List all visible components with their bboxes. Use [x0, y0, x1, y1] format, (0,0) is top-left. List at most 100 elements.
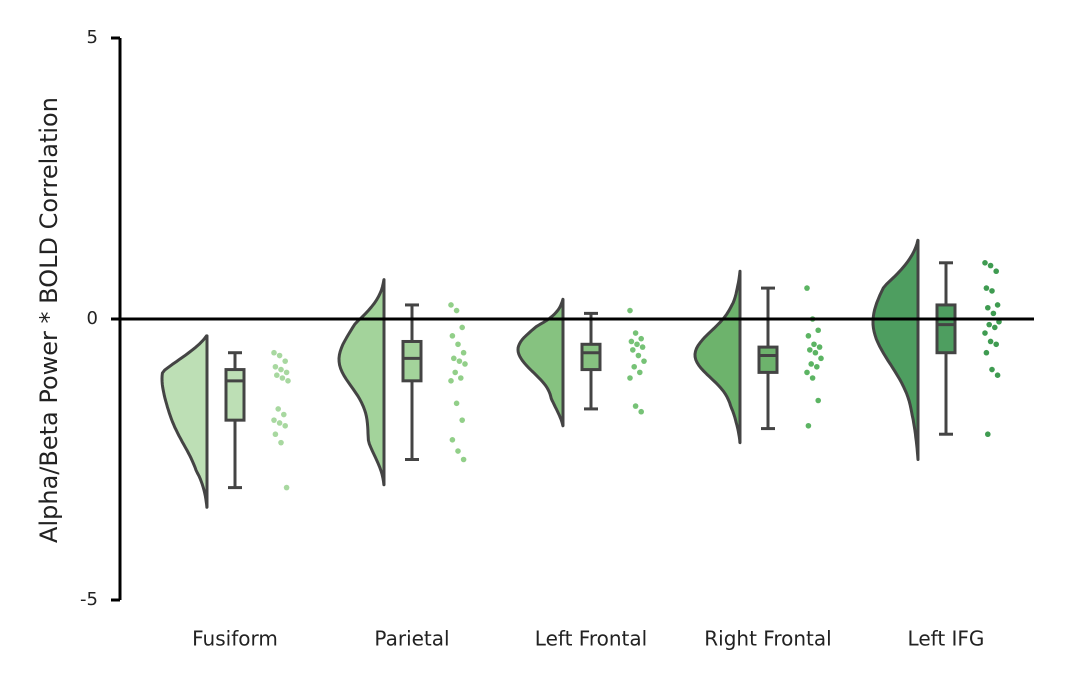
- data-point: [815, 327, 821, 334]
- data-point: [638, 335, 644, 342]
- data-point: [994, 302, 1001, 308]
- data-point: [455, 341, 461, 348]
- data-point: [628, 338, 635, 345]
- data-point: [992, 324, 998, 331]
- data-point: [285, 378, 291, 384]
- violin-layer: [160, 238, 920, 509]
- data-point: [994, 372, 1001, 379]
- data-point: [985, 304, 991, 311]
- data-point: [982, 330, 988, 336]
- data-point: [452, 369, 459, 376]
- category-label: Left IFG: [908, 627, 985, 651]
- data-point: [811, 341, 817, 348]
- data-point: [627, 375, 633, 381]
- data-point: [275, 406, 282, 412]
- data-point: [283, 484, 290, 491]
- data-point: [986, 321, 992, 328]
- data-point: [276, 352, 283, 359]
- data-point: [634, 341, 640, 348]
- data-point: [274, 372, 280, 379]
- data-point: [271, 417, 277, 423]
- data-point: [816, 344, 823, 350]
- data-point: [458, 375, 464, 381]
- data-point: [632, 330, 639, 336]
- violin-1: [337, 278, 386, 487]
- category-label: Right Frontal: [704, 627, 831, 651]
- data-point: [814, 363, 820, 370]
- category-label: Fusiform: [192, 627, 278, 651]
- data-point: [982, 260, 988, 266]
- data-point: [990, 310, 997, 317]
- data-point: [987, 338, 994, 345]
- data-point: [278, 439, 284, 446]
- data-point: [631, 363, 637, 370]
- data-point: [271, 349, 277, 356]
- data-point: [448, 302, 454, 308]
- data-point: [272, 363, 279, 370]
- data-point: [989, 366, 995, 373]
- data-point: [456, 358, 463, 364]
- data-point: [983, 349, 990, 356]
- data-point: [983, 285, 990, 291]
- category-label: Left Frontal: [535, 627, 647, 651]
- data-point: [637, 369, 643, 376]
- data-point: [282, 422, 289, 429]
- box-iqr: [935, 303, 957, 355]
- data-point: [279, 375, 286, 381]
- data-point: [272, 431, 279, 438]
- data-point: [818, 355, 824, 362]
- y-tick-label: 5: [87, 27, 98, 48]
- data-point: [453, 400, 460, 407]
- violin-0: [160, 334, 209, 509]
- axes-layer: 5 0 -5: [80, 27, 1034, 610]
- data-point: [635, 352, 642, 359]
- box-iqr: [401, 339, 423, 383]
- data-point: [276, 420, 283, 426]
- data-point: [641, 358, 647, 364]
- data-point: [630, 347, 636, 353]
- data-point: [815, 397, 821, 404]
- data-point: [989, 288, 995, 294]
- data-point: [993, 268, 999, 275]
- data-point: [987, 262, 994, 269]
- data-point: [639, 344, 646, 350]
- data-point: [460, 349, 467, 356]
- data-point: [807, 347, 813, 353]
- data-point: [459, 417, 466, 423]
- data-point: [449, 333, 456, 339]
- y-tick-label: 0: [87, 308, 98, 329]
- data-point: [453, 307, 460, 314]
- data-point: [462, 361, 468, 367]
- y-tick-label: -5: [80, 589, 98, 610]
- labels-layer: Fusiform Parietal Left Frontal Right Fronta…: [192, 627, 984, 651]
- data-point: [812, 349, 819, 356]
- data-point: [804, 285, 810, 291]
- data-point: [448, 378, 454, 384]
- violin-4: [871, 238, 920, 461]
- points-layer: [271, 260, 1002, 491]
- box-iqr: [224, 368, 246, 422]
- violin-3: [693, 269, 742, 445]
- data-point: [632, 403, 639, 409]
- data-point: [805, 422, 812, 429]
- data-point: [455, 448, 461, 454]
- data-point: [627, 307, 633, 314]
- data-point: [805, 333, 812, 339]
- y-axis-title: Alpha/Beta Power * BOLD Correlation: [35, 97, 63, 543]
- data-point: [282, 358, 289, 364]
- data-point: [281, 411, 287, 418]
- data-point: [804, 369, 810, 376]
- data-point: [985, 431, 991, 438]
- data-point: [278, 366, 284, 373]
- category-label: Parietal: [374, 627, 449, 651]
- data-point: [809, 375, 816, 381]
- box-iqr: [580, 342, 602, 372]
- data-point: [460, 456, 467, 463]
- data-point: [283, 369, 290, 376]
- data-point: [449, 437, 456, 443]
- data-point: [993, 341, 999, 348]
- boxplot-layer: [224, 261, 957, 490]
- box-iqr: [757, 345, 779, 374]
- data-point: [808, 361, 814, 367]
